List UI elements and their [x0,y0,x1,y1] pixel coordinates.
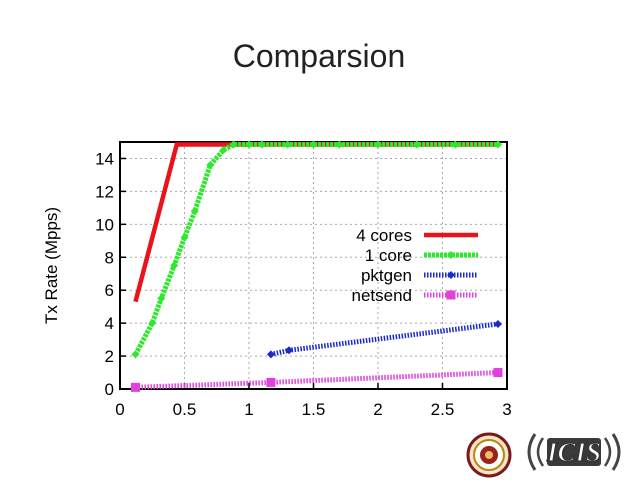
data-point [130,382,140,392]
series-line [135,370,499,390]
data-point [229,140,238,149]
y-tick-label: 12 [95,182,114,201]
data-point [266,377,276,387]
x-tick-label: 0.5 [173,400,197,419]
data-point [493,140,502,149]
y-tick-label: 0 [105,380,114,399]
data-point [284,346,293,355]
legend-label: 4 cores [356,226,412,245]
data-point [266,350,275,359]
data-point [412,140,421,149]
y-tick-label: 8 [105,248,114,267]
slide-title: Comparsion [232,38,406,74]
data-point [309,140,318,149]
y-axis-label: Tx Rate (Mpps) [42,207,61,324]
x-tick-label: 0 [115,400,124,419]
y-tick-label: 2 [105,347,114,366]
data-point [206,161,215,170]
data-point [131,350,140,359]
data-point [447,251,455,259]
x-tick-label: 3 [502,400,511,419]
series-line [270,321,499,357]
data-point [157,294,166,303]
legend-label: netsend [352,286,413,305]
x-tick-label: 1.5 [302,400,326,419]
data-point [180,233,189,242]
data-point [335,140,344,149]
y-tick-label: 6 [105,281,114,300]
data-point [219,146,228,155]
data-point [170,261,179,270]
y-tick-label: 4 [105,314,114,333]
data-point [446,290,456,300]
data-point [447,271,455,279]
data-point [451,140,460,149]
data-point [148,319,157,328]
data-point [190,207,199,216]
x-tick-label: 2.5 [431,400,455,419]
x-tick-label: 1 [244,400,253,419]
series-line [133,141,498,356]
data-point [493,368,503,378]
y-tick-label: 14 [95,149,114,168]
data-point [245,140,253,149]
data-point [283,140,292,149]
icis-logo-text: ICIS [546,436,602,467]
y-tick-label: 10 [95,215,114,234]
data-point [257,140,266,149]
data-point [493,319,502,328]
x-tick-label: 2 [373,400,382,419]
icis-logo: ICIS [521,430,627,474]
data-point [374,140,382,149]
legend-label: pktgen [361,266,412,285]
university-seal-logo [466,432,512,478]
legend-label: 1 core [365,246,412,265]
